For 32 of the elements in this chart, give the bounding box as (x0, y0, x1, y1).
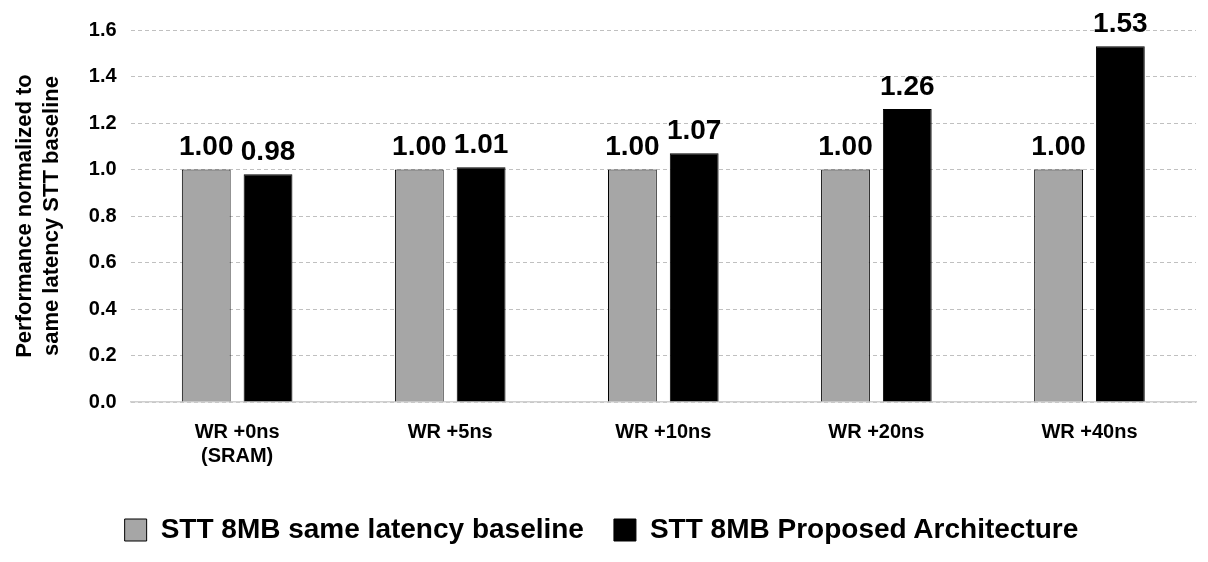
data-label: 1.00 (179, 130, 234, 162)
bar (456, 167, 506, 402)
data-label: 1.00 (1031, 130, 1086, 162)
legend-label: STT 8MB same latency baseline (160, 512, 584, 544)
y-tick-label: 0.6 (88, 250, 117, 273)
x-tick-label: WR +0ns (SRAM) (194, 419, 280, 466)
data-label: 1.01 (453, 127, 509, 159)
data-label: 1.53 (1093, 6, 1148, 38)
y-tick-label: 1.0 (88, 157, 117, 180)
bar (882, 109, 932, 402)
legend-label: STT 8MB Proposed Architecture (649, 512, 1079, 544)
data-label: 1.00 (818, 130, 873, 162)
bar (243, 174, 293, 402)
data-label: 1.00 (605, 130, 660, 162)
bar (1095, 46, 1145, 402)
x-tick-label: WR +20ns (828, 419, 925, 442)
x-tick-label: WR +10ns (615, 419, 712, 442)
y-axis-title: Performance normalized to same latency STT baseline (11, 74, 63, 358)
y-tick-label: 0.8 (88, 203, 117, 226)
data-label: 1.00 (392, 130, 447, 162)
y-tick-label: 1.6 (88, 17, 117, 40)
data-label: 1.26 (880, 69, 935, 101)
data-label: 1.07 (666, 113, 722, 145)
y-tick-label: 0.4 (88, 296, 118, 319)
y-tick-label: 1.2 (88, 110, 117, 133)
bar (669, 153, 719, 402)
x-tick-label: WR +40ns (1041, 419, 1138, 442)
y-tick-label: 1.4 (88, 64, 118, 87)
y-tick-label: 0.0 (88, 389, 117, 412)
x-tick-label: WR +5ns (407, 419, 493, 442)
y-tick-label: 0.2 (88, 343, 117, 366)
data-label: 0.98 (240, 134, 296, 166)
